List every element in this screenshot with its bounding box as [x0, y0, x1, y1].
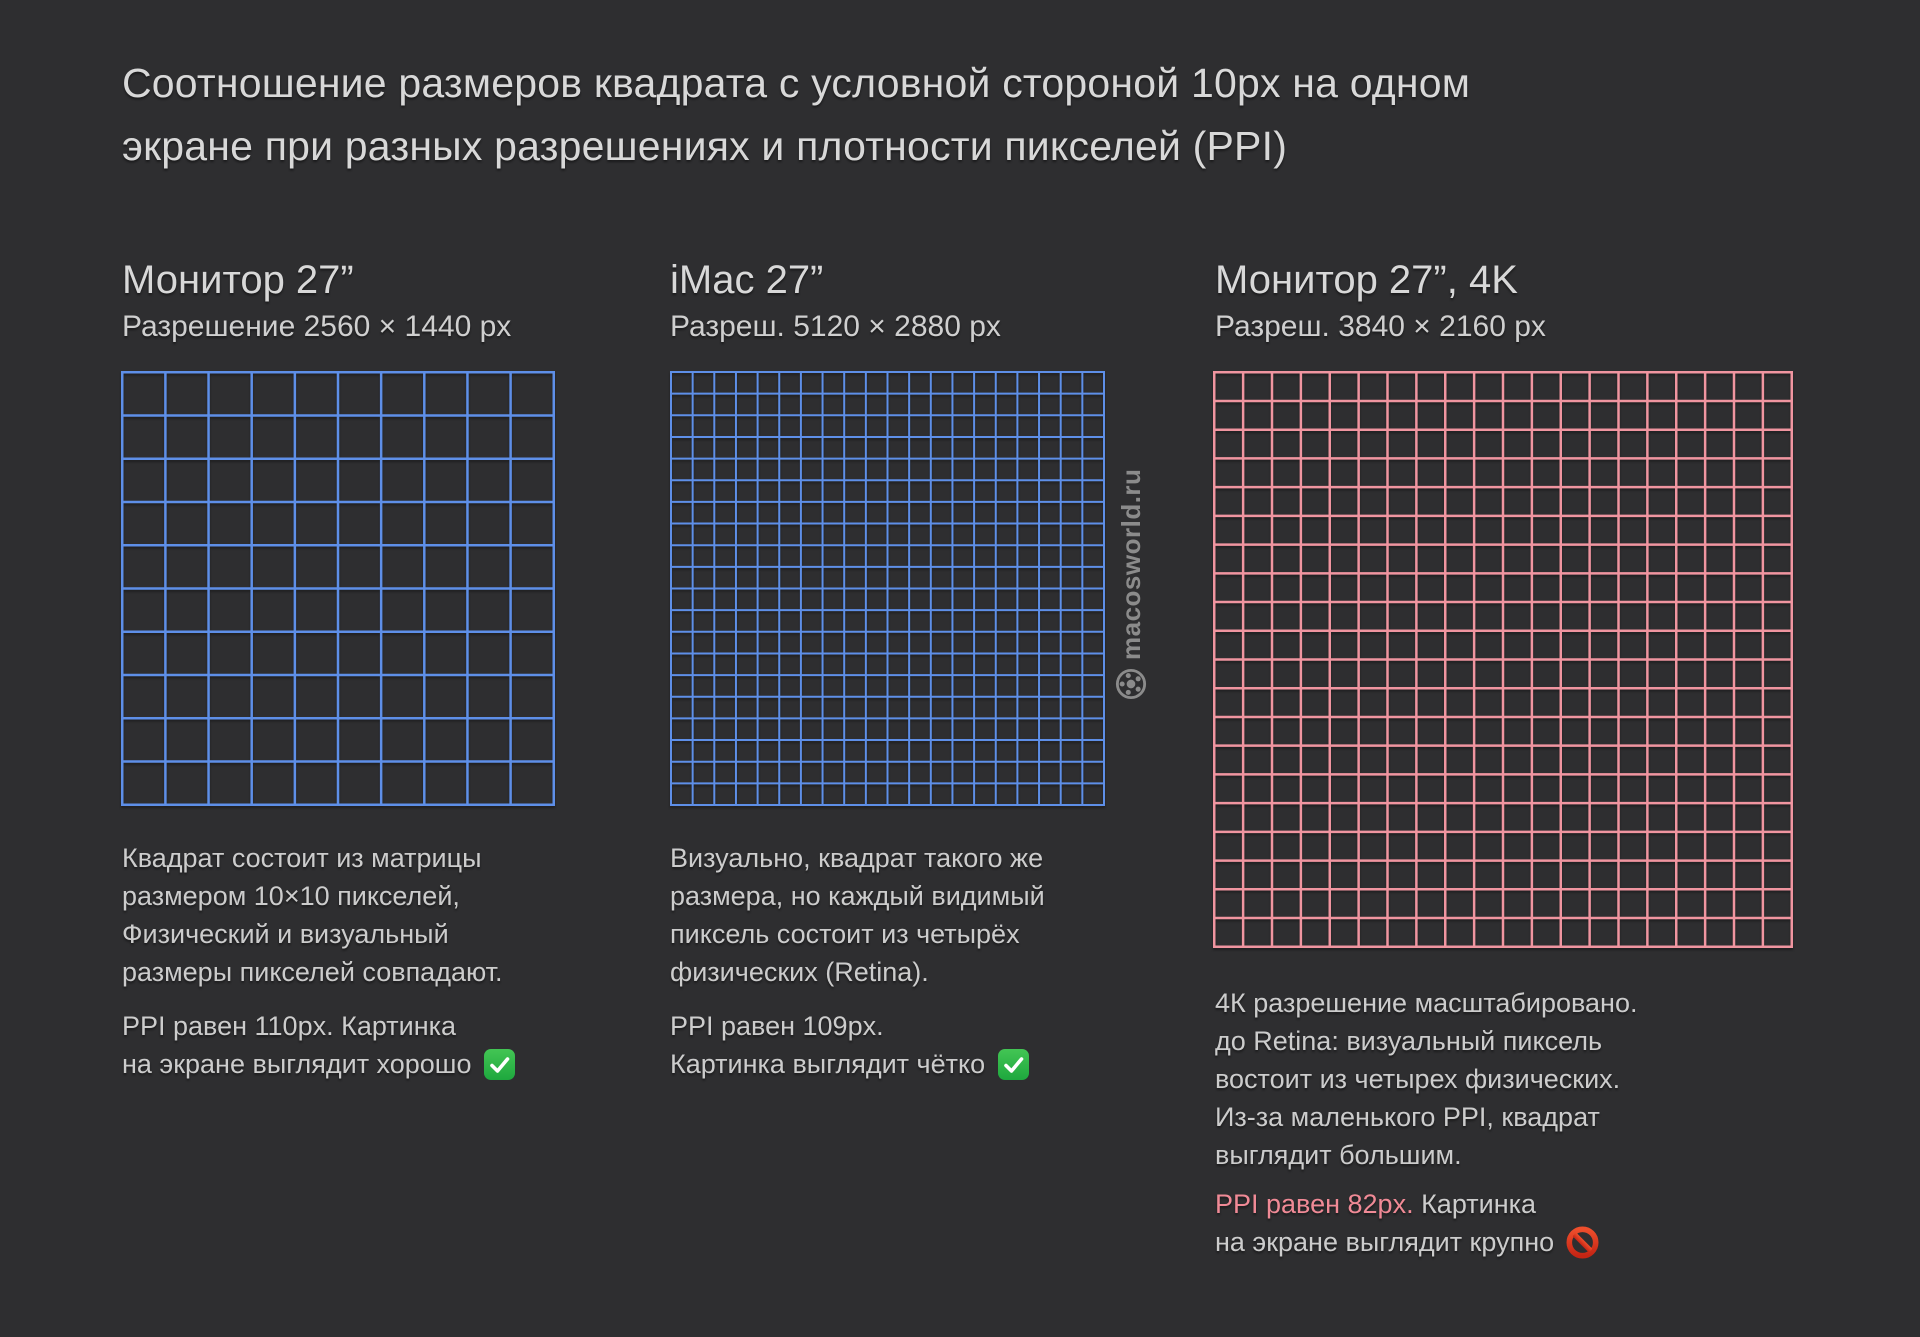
no-entry-icon [1566, 1226, 1599, 1259]
check-icon [997, 1048, 1030, 1081]
column3-description: 4К разрешение масштабировано. до Retina:… [1215, 988, 1638, 1170]
page-title: Соотношение размеров квадрата с условной… [122, 60, 1471, 169]
column3-subtitle: Разреш. 3840 × 2160 px [1215, 310, 1546, 343]
check-icon [483, 1048, 516, 1081]
ppi-text-line1: PPI равен 109px. [670, 1011, 884, 1041]
pixel-grid-20x20-4k [1213, 371, 1793, 948]
column3-title: Монитор 27”, 4K [1215, 258, 1518, 302]
watermark-text: macosworld.ru [1115, 468, 1146, 660]
ppi-highlight: PPI равен 82px. [1215, 1189, 1414, 1219]
column1-ppi-note: PPI равен 110px. Картинка на экране выгл… [122, 1007, 516, 1083]
column1-subtitle: Разрешение 2560 × 1440 px [122, 310, 512, 343]
soccer-ball-icon [1115, 668, 1147, 700]
ppi-text-line2: Картинка выглядит чётко [670, 1049, 986, 1079]
pixel-grid-10x10 [121, 371, 555, 806]
column2-ppi-note: PPI равен 109px. Картинка выглядит чётко [670, 1007, 1030, 1083]
ppi-text-line2: на экране выглядит хорошо [122, 1049, 472, 1079]
column3-ppi-note: PPI равен 82px. Картинка на экране выгля… [1215, 1185, 1599, 1261]
ppi-text-line1: PPI равен 110px. Картинка [122, 1011, 457, 1041]
column2-description: Визуально, квадрат такого же размера, но… [670, 843, 1045, 987]
column1-description: Квадрат состоит из матрицы размером 10×1… [122, 843, 503, 987]
pixel-grid-20x20-retina [670, 371, 1105, 806]
column2-subtitle: Разреш. 5120 × 2880 px [670, 310, 1001, 343]
ppi-text-line2: на экране выглядит крупно [1215, 1227, 1555, 1257]
column2-title: iMac 27” [670, 258, 824, 302]
column1-title: Монитор 27” [122, 258, 354, 302]
ppi-text-line1: Картинка [1413, 1189, 1537, 1219]
